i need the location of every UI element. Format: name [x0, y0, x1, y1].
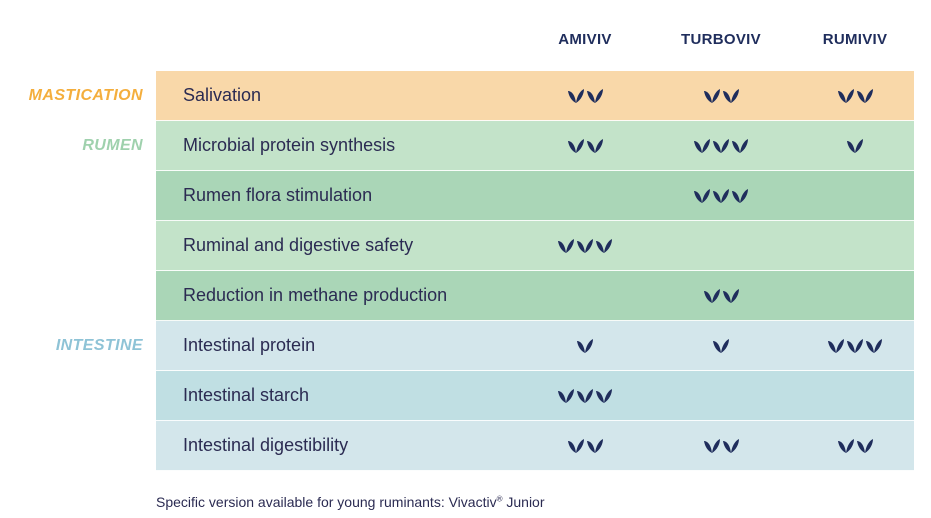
rating-cell-rumiviv: [785, 221, 925, 270]
leaf-v-icon: [703, 88, 721, 104]
leaf-v-icon: [576, 238, 594, 254]
row-label: Rumen flora stimulation: [183, 185, 373, 205]
rating-cell-turboviv: [651, 271, 791, 320]
rating-cell-turboviv: [651, 71, 791, 120]
rating-cell-amiviv: [515, 121, 655, 170]
row-label: Intestinal protein: [183, 335, 316, 355]
table-row: Rumen flora stimulation: [156, 171, 914, 221]
rating-cell-rumiviv: [785, 321, 925, 370]
leaf-v-icon: [837, 88, 855, 104]
column-header-turboviv: TURBOVIV: [681, 31, 761, 48]
rating-cell-rumiviv: [785, 421, 925, 470]
leaf-v-icon: [586, 438, 604, 454]
rating-cell-amiviv: [515, 171, 655, 220]
leaf-v-icon: [557, 388, 575, 404]
rating-cell-turboviv: [651, 371, 791, 420]
rating-cell-rumiviv: [785, 71, 925, 120]
rating-cell-turboviv: [651, 221, 791, 270]
rating-cell-turboviv: [651, 421, 791, 470]
leaf-v-icon: [722, 438, 740, 454]
row-label: Intestinal starch: [183, 385, 310, 405]
column-header-rumiviv: RUMIVIV: [822, 31, 888, 48]
leaf-v-icon: [703, 438, 721, 454]
leaf-v-icon: [837, 438, 855, 454]
table-row: Intestinal starch: [156, 371, 914, 421]
table-row: Ruminal and digestive safety: [156, 221, 914, 271]
rating-cell-rumiviv: [785, 171, 925, 220]
leaf-v-icon: [712, 338, 730, 354]
leaf-v-icon: [712, 188, 730, 204]
rating-cell-turboviv: [651, 171, 791, 220]
section-label-mastication: MASTICATION: [28, 87, 143, 104]
leaf-v-icon: [576, 388, 594, 404]
table-row: Microbial protein synthesis: [156, 121, 914, 171]
rating-cell-rumiviv: [785, 121, 925, 170]
footnote: Specific version available for young rum…: [156, 494, 545, 510]
rating-cell-amiviv: [515, 221, 655, 270]
column-header-amiviv: AMIVIV: [558, 31, 612, 48]
leaf-v-icon: [865, 338, 883, 354]
table-row: Salivation: [156, 71, 914, 121]
leaf-v-icon: [703, 288, 721, 304]
row-label: Reduction in methane production: [183, 285, 448, 305]
leaf-v-icon: [595, 238, 613, 254]
leaf-v-icon: [567, 88, 585, 104]
footnote-text: Specific version available for young rum…: [156, 494, 497, 510]
rating-cell-amiviv: [515, 321, 655, 370]
rating-cell-amiviv: [515, 71, 655, 120]
table-row: Intestinal protein: [156, 321, 914, 371]
leaf-v-icon: [712, 138, 730, 154]
leaf-v-icon: [576, 338, 594, 354]
leaf-v-icon: [557, 238, 575, 254]
leaf-v-icon: [567, 438, 585, 454]
footnote-suffix: Junior: [502, 494, 545, 510]
row-label: Salivation: [183, 85, 262, 105]
leaf-v-icon: [827, 338, 845, 354]
leaf-v-icon: [693, 138, 711, 154]
section-label-rumen: RUMEN: [82, 137, 143, 154]
row-label: Ruminal and digestive safety: [183, 235, 414, 255]
leaf-v-icon: [595, 388, 613, 404]
leaf-v-icon: [722, 288, 740, 304]
leaf-v-icon: [586, 88, 604, 104]
leaf-v-icon: [856, 438, 874, 454]
leaf-v-icon: [693, 188, 711, 204]
table-row: Intestinal digestibility: [156, 421, 914, 471]
leaf-v-icon: [567, 138, 585, 154]
leaf-v-icon: [856, 88, 874, 104]
row-label: Intestinal digestibility: [183, 435, 349, 455]
rating-cell-rumiviv: [785, 371, 925, 420]
rating-cell-amiviv: [515, 421, 655, 470]
rating-cell-turboviv: [651, 321, 791, 370]
rating-cell-amiviv: [515, 371, 655, 420]
rating-cell-amiviv: [515, 271, 655, 320]
section-label-intestine: INTESTINE: [55, 337, 143, 354]
leaf-v-icon: [846, 138, 864, 154]
table-row: Reduction in methane production: [156, 271, 914, 321]
row-label: Microbial protein synthesis: [183, 135, 396, 155]
leaf-v-icon: [846, 338, 864, 354]
leaf-v-icon: [731, 188, 749, 204]
leaf-v-icon: [731, 138, 749, 154]
leaf-v-icon: [586, 138, 604, 154]
leaf-v-icon: [722, 88, 740, 104]
registered-mark: ®: [496, 494, 503, 504]
rating-cell-rumiviv: [785, 271, 925, 320]
rating-cell-turboviv: [651, 121, 791, 170]
